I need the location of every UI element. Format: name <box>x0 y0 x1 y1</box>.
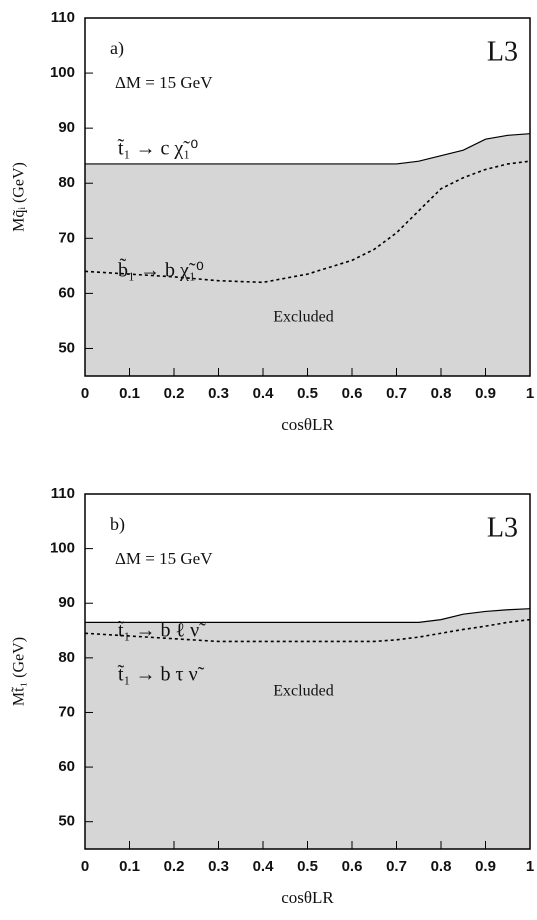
x-tick-label: 0.8 <box>431 385 452 402</box>
panel-label: a) <box>110 38 124 59</box>
x-tick-label: 0.7 <box>386 385 407 402</box>
y-tick-label: 80 <box>58 649 75 666</box>
y-tick-label: 60 <box>58 284 75 301</box>
x-tick-label: 0.4 <box>253 385 275 402</box>
y-tick-label: 70 <box>58 703 75 720</box>
x-tick-label: 0.2 <box>164 385 185 402</box>
y-axis-label: Mq̃ᵢ (GeV) <box>11 162 28 232</box>
series-label: b̃₁ → b χ̃₁⁰ <box>118 257 204 282</box>
limit-line <box>85 608 531 623</box>
experiment-label: L3 <box>487 512 518 543</box>
region-label: Excluded <box>273 683 333 700</box>
x-axis-label: cosθLR <box>281 415 334 434</box>
x-tick-label: 1 <box>526 385 534 402</box>
series-label: t̃₁ → b τ ν̃ <box>118 664 205 686</box>
x-tick-label: 1 <box>526 858 534 875</box>
y-tick-label: 50 <box>58 339 75 356</box>
x-tick-label: 0.6 <box>342 385 363 402</box>
x-tick-label: 0.8 <box>431 858 452 875</box>
x-tick-label: 0.5 <box>297 858 318 875</box>
x-tick-label: 0.5 <box>297 385 318 402</box>
x-tick-label: 0.7 <box>386 858 407 875</box>
y-tick-label: 110 <box>51 9 75 26</box>
limit-line <box>85 133 531 165</box>
y-tick-label: 60 <box>58 758 75 775</box>
region-label: Excluded <box>273 309 333 326</box>
x-tick-label: 0.1 <box>119 385 140 402</box>
x-tick-label: 0 <box>81 858 89 875</box>
y-tick-label: 100 <box>50 540 75 557</box>
y-tick-label: 90 <box>58 594 75 611</box>
experiment-label: L3 <box>487 36 518 67</box>
annotation: ΔM = 15 GeV <box>115 73 213 92</box>
annotation: ΔM = 15 GeV <box>115 549 213 568</box>
x-tick-label: 0.1 <box>119 858 140 875</box>
panel-label: b) <box>110 514 125 535</box>
excluded-area <box>85 608 530 849</box>
x-tick-label: 0.9 <box>475 858 496 875</box>
x-tick-label: 0.9 <box>475 385 496 402</box>
x-tick-label: 0.3 <box>208 385 229 402</box>
x-tick-label: 0.2 <box>164 858 185 875</box>
y-axis-label: Mt̃₁ (GeV) <box>11 637 28 706</box>
limit-line <box>84 618 531 643</box>
series-label: t̃₁ → b ℓ ν̃ <box>118 620 207 642</box>
x-tick-label: 0 <box>81 385 89 402</box>
y-tick-label: 100 <box>50 64 75 81</box>
y-tick-label: 110 <box>51 485 75 502</box>
x-tick-label: 0.3 <box>208 858 229 875</box>
y-tick-label: 80 <box>58 174 75 191</box>
y-tick-label: 90 <box>58 119 75 136</box>
excluded-area <box>85 133 530 376</box>
series-label: t̃₁ → c χ̃₁⁰ <box>118 138 199 160</box>
x-tick-label: 0.6 <box>342 858 363 875</box>
x-axis-label: cosθLR <box>281 888 334 907</box>
x-tick-label: 0.4 <box>253 858 275 875</box>
y-tick-label: 50 <box>58 813 75 830</box>
y-tick-label: 70 <box>58 229 75 246</box>
limit-line <box>84 160 531 284</box>
